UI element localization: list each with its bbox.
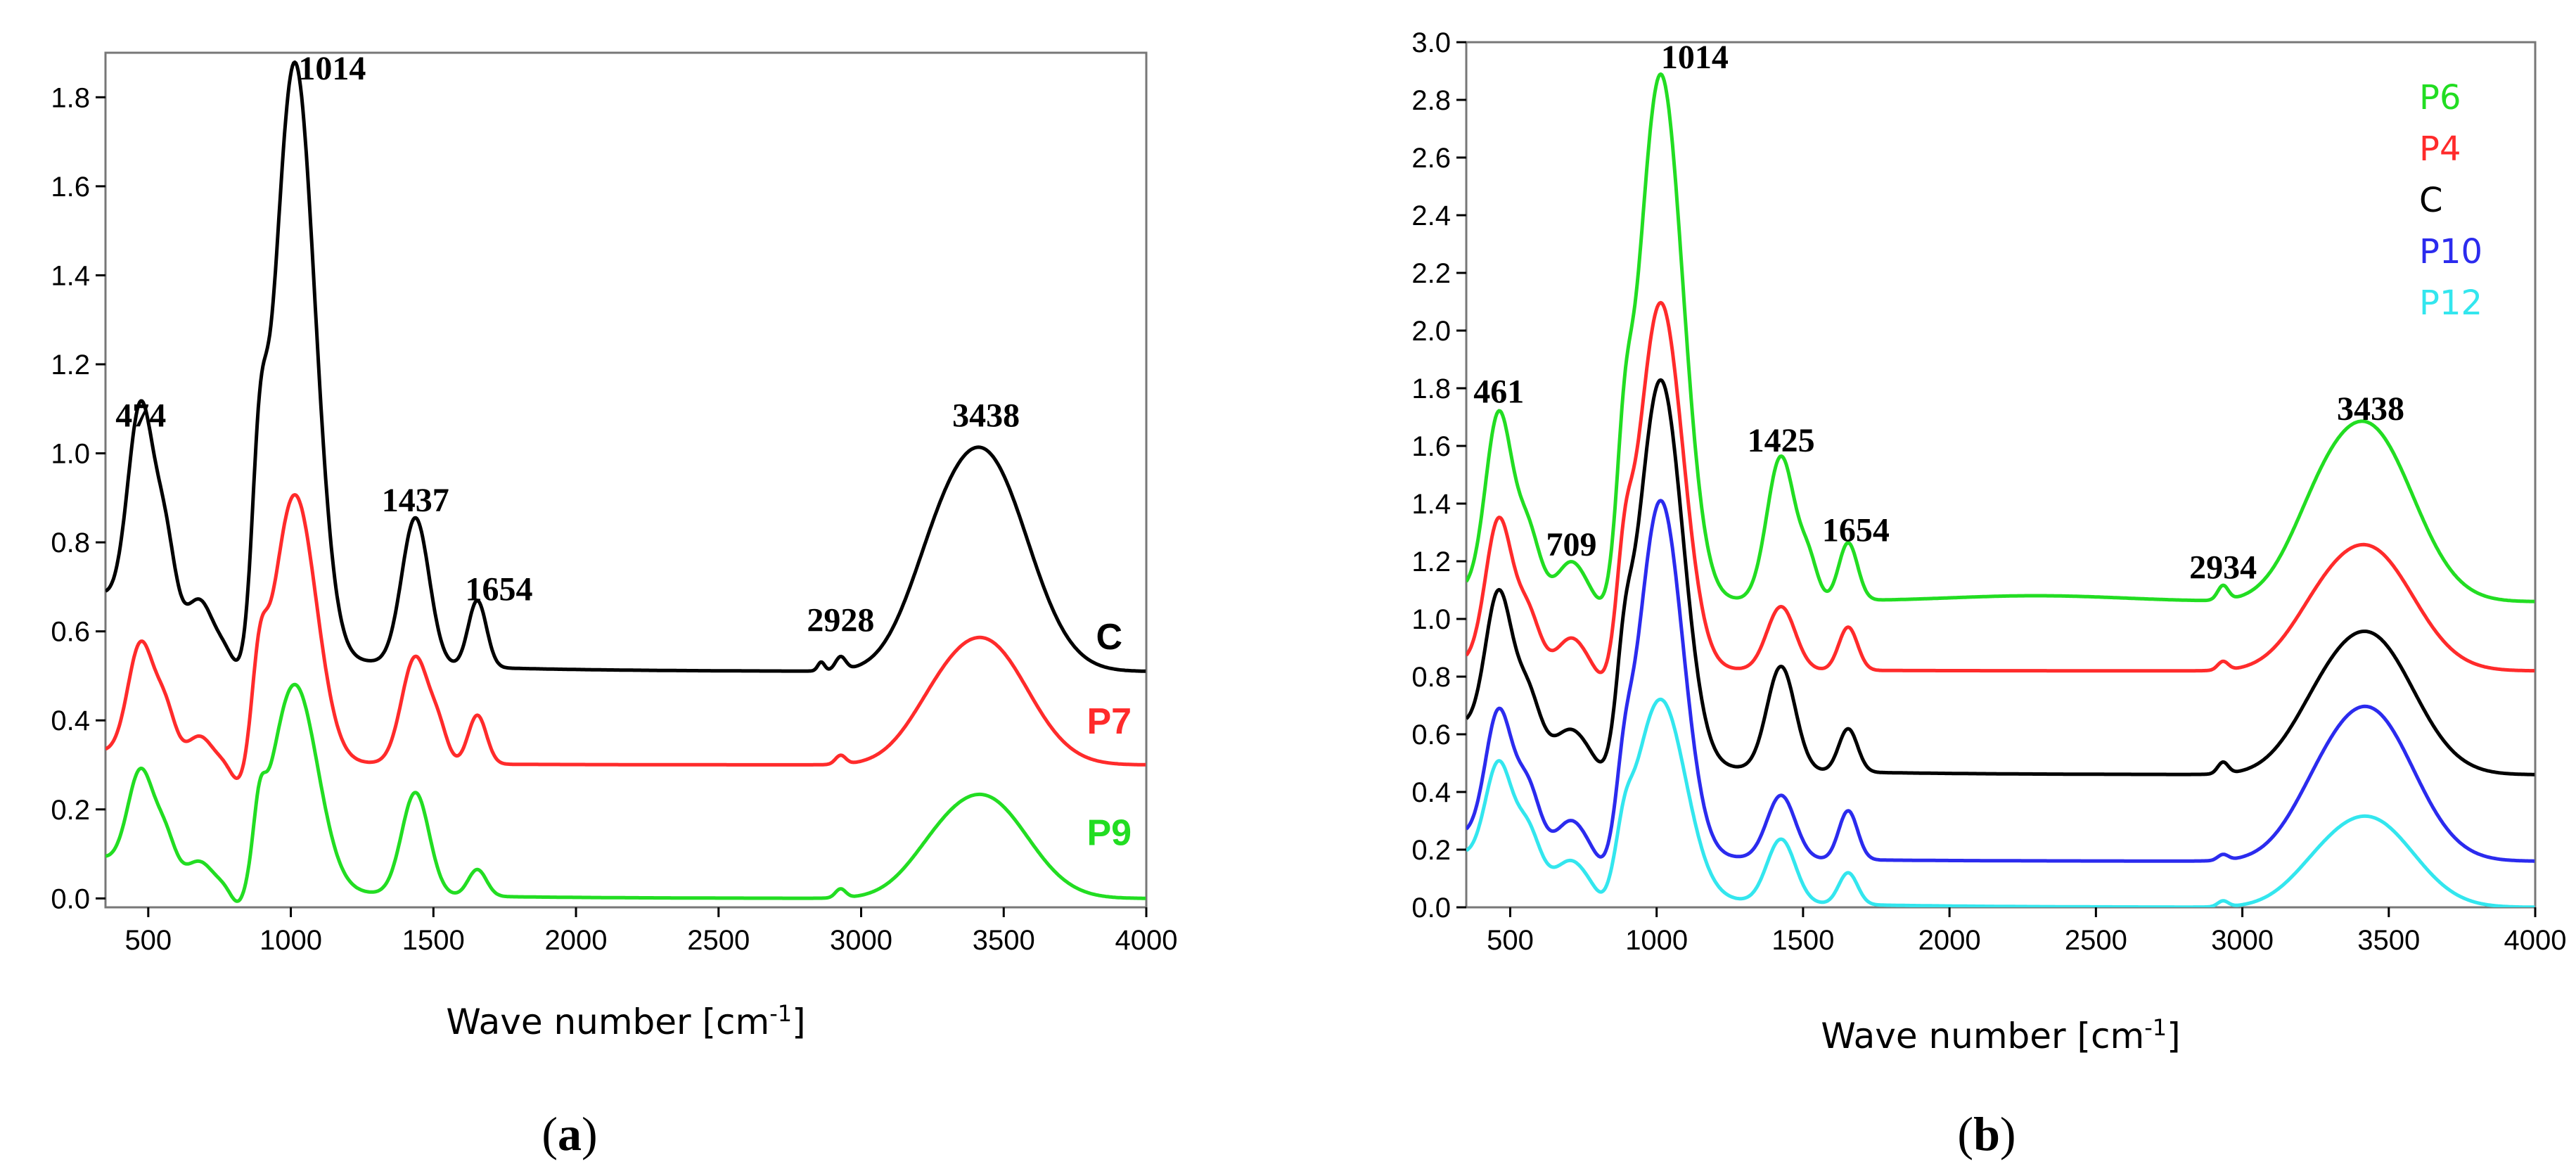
peak-label: 1654 — [466, 570, 533, 608]
x-axis-label-end: ] — [2167, 1016, 2181, 1056]
y-tick-label: 0.8 — [1411, 662, 1451, 693]
y-tick-label: 1.0 — [51, 439, 90, 470]
x-tick-label: 500 — [124, 925, 172, 956]
x-tick-label: 3500 — [2357, 925, 2420, 956]
y-tick-label: 0.6 — [1411, 720, 1451, 750]
y-tick-label: 0.0 — [1411, 893, 1451, 923]
panel-a: 0.0 0.2 0.4 0.6 0.8 1.0 1.2 1.4 1.6 1.8 500 1000 150… — [51, 50, 1177, 1042]
peak-label: 3438 — [2337, 390, 2404, 428]
x-tick-label: 1500 — [402, 925, 465, 956]
x-axis-label: Wave number [cm-1] — [446, 1000, 805, 1042]
x-tick-label: 2000 — [1918, 925, 1981, 956]
x-tick-label: 1000 — [1625, 925, 1688, 956]
x-axis-label-sup: -1 — [769, 1000, 792, 1027]
x-tick-label: 4000 — [2504, 925, 2567, 956]
y-tick-label: 1.6 — [1411, 431, 1451, 462]
x-tick-label: 2500 — [2065, 925, 2127, 956]
y-tick-label: 1.4 — [51, 260, 90, 291]
peak-label: 2928 — [807, 602, 874, 639]
y-tick-label: 0.4 — [1411, 777, 1451, 808]
y-tick-label: 2.2 — [1411, 258, 1451, 289]
x-tick-label: 2500 — [687, 925, 750, 956]
x-tick-label: 4000 — [1115, 925, 1178, 956]
series-line-p12 — [1466, 697, 2535, 907]
y-tick-label: 2.8 — [1411, 85, 1451, 116]
y-tick-label: 1.8 — [1411, 373, 1451, 404]
x-tick-label: 1500 — [1771, 925, 1834, 956]
series-line-c — [105, 60, 1146, 673]
peak-label: 1654 — [1822, 511, 1890, 549]
series-label-p9: P9 — [1087, 812, 1132, 853]
peak-label: 3438 — [952, 397, 1020, 435]
series-line-c — [1466, 378, 2535, 776]
x-axis-label-sup: -1 — [2144, 1014, 2167, 1041]
x-axis-label-main: Wave number [cm — [446, 1002, 769, 1042]
x-axis-label-main: Wave number [cm — [1821, 1016, 2144, 1056]
y-tick-label: 2.6 — [1411, 143, 1451, 174]
x-tick-label: 3500 — [973, 925, 1035, 956]
caption-a-letter: a — [558, 1107, 582, 1161]
series-line-p6 — [1466, 72, 2535, 603]
series-label-p7: P7 — [1087, 701, 1132, 742]
peak-label: 461 — [1473, 373, 1524, 411]
peak-label: 2934 — [2189, 549, 2257, 587]
x-tick-label: 3000 — [2211, 925, 2274, 956]
legend-entry-p6: P6 — [2419, 78, 2461, 117]
x-tick-label: 1000 — [259, 925, 322, 956]
legend-entry-p12: P12 — [2419, 283, 2482, 323]
y-tick-label: 0.6 — [51, 617, 90, 648]
y-tick-label: 1.2 — [1411, 547, 1451, 577]
x-axis-label-end: ] — [792, 1002, 806, 1042]
y-tick-label: 2.4 — [1411, 200, 1451, 231]
y-tick-label: 1.0 — [1411, 604, 1451, 635]
y-tick-label: 0.8 — [51, 528, 90, 558]
y-tick-label: 0.0 — [51, 883, 90, 914]
plot-frame — [1465, 41, 2537, 909]
peak-label: 1014 — [298, 50, 366, 87]
peak-label: 1014 — [1661, 39, 1729, 76]
peak-label: 474 — [115, 397, 166, 435]
legend-entry-c: C — [2419, 181, 2443, 220]
caption-b: (b) — [1957, 1107, 2016, 1161]
legend-entry-p4: P4 — [2419, 129, 2461, 169]
x-tick-label: 2000 — [545, 925, 608, 956]
series-label-c: C — [1096, 617, 1123, 658]
peak-label: 1425 — [1748, 422, 1815, 459]
y-tick-label: 1.4 — [1411, 489, 1451, 520]
y-tick-label: 1.6 — [51, 172, 90, 203]
x-axis-label: Wave number [cm-1] — [1821, 1014, 2180, 1056]
panel-b: 0.0 0.2 0.4 0.6 0.8 1.0 1.2 1.4 1.6 1.8 2.0 2.2 2.4 2… — [1411, 27, 2566, 1056]
series-line-p10 — [1466, 499, 2535, 863]
legend-entry-p10: P10 — [2419, 232, 2482, 271]
y-tick-label: 0.2 — [1411, 835, 1451, 866]
series-line-p9 — [105, 682, 1146, 903]
y-tick-label: 2.0 — [1411, 316, 1451, 347]
peak-label: 709 — [1546, 526, 1597, 563]
y-tick-label: 1.2 — [51, 350, 90, 381]
y-tick-label: 3.0 — [1411, 27, 1451, 58]
x-tick-label: 500 — [1487, 925, 1534, 956]
y-tick-label: 0.2 — [51, 795, 90, 826]
caption-b-letter: b — [1973, 1107, 2000, 1161]
y-tick-label: 0.4 — [51, 705, 90, 736]
y-tick-label: 1.8 — [51, 82, 90, 113]
x-tick-label: 3000 — [830, 925, 892, 956]
plot-frame — [104, 51, 1148, 909]
series-line-p7 — [105, 493, 1146, 780]
series-line-p4 — [1466, 300, 2535, 675]
peak-label: 1437 — [382, 482, 449, 519]
caption-a: (a) — [542, 1107, 597, 1161]
